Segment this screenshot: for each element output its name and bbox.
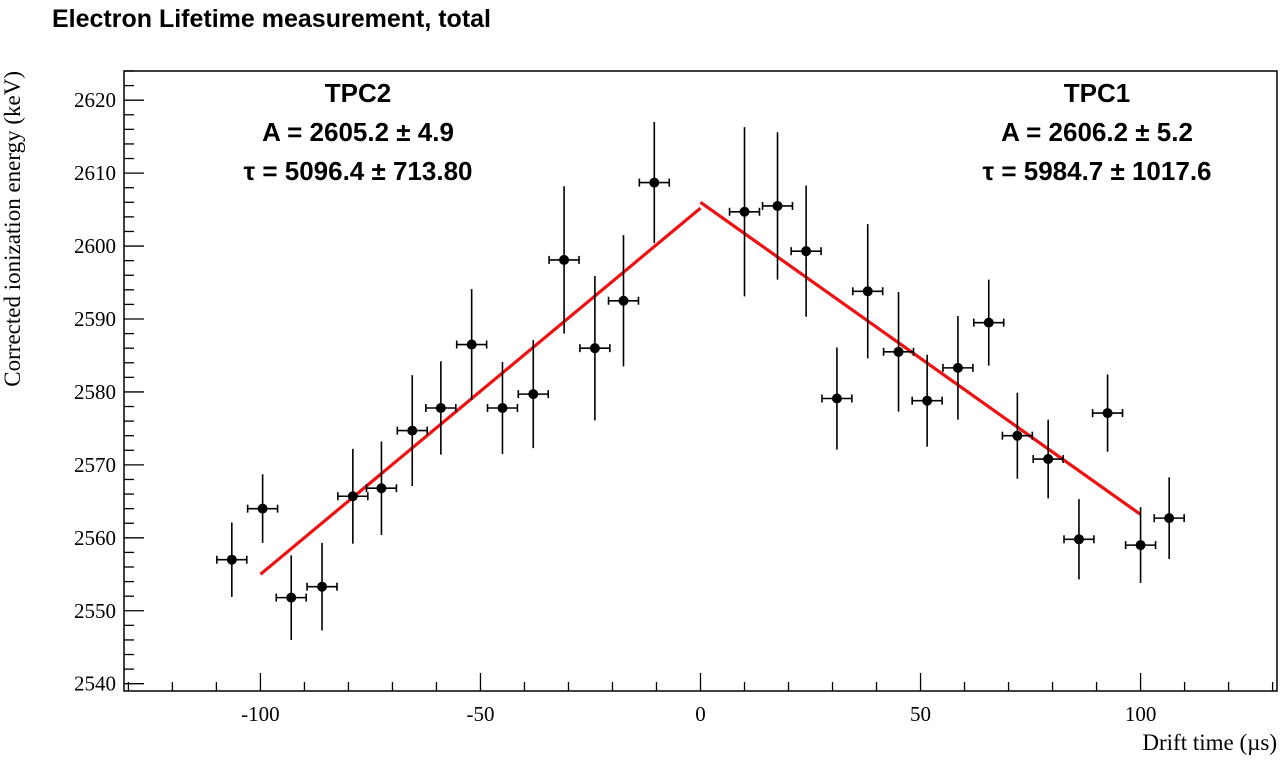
y-axis-ticks: 2540 2550 2560 2570 2580 2590 2600 2610 2620 (74, 70, 144, 696)
data-point (761, 132, 794, 280)
y-tick-label: 2590 (74, 307, 116, 331)
data-point (911, 354, 943, 447)
data-point (1063, 499, 1095, 580)
fit-lines (259, 200, 1142, 576)
data-point (246, 474, 279, 543)
fit-line-tpc2 (259, 206, 702, 576)
data-marker (893, 346, 904, 357)
data-marker (376, 483, 387, 494)
data-marker (1012, 430, 1023, 441)
data-point (942, 316, 974, 420)
data-marker (922, 395, 933, 406)
y-tick-label: 2560 (74, 526, 116, 550)
data-marker (528, 389, 539, 400)
data-point (365, 441, 398, 535)
annotation-tpc1-amplitude: A = 2606.2 ± 5.2 (1001, 117, 1193, 147)
data-marker (1073, 534, 1084, 545)
data-point (607, 235, 640, 367)
data-marker (286, 592, 297, 603)
data-point (337, 448, 369, 544)
data-point (790, 185, 822, 317)
data-point (396, 375, 429, 487)
data-marker (435, 402, 446, 413)
data-point (882, 292, 915, 412)
y-tick-label: 2570 (74, 453, 116, 477)
x-axis-label: Drift time (µs) (1142, 730, 1277, 755)
data-marker (1043, 454, 1054, 465)
data-marker (226, 554, 237, 565)
data-marker (497, 402, 508, 413)
data-point (821, 347, 853, 450)
data-marker (1102, 408, 1113, 419)
data-marker (466, 339, 477, 350)
annotation-tpc1-tau: τ = 5984.7 ± 1017.6 (983, 156, 1212, 186)
data-point (306, 542, 338, 631)
x-tick-label: 50 (910, 702, 931, 726)
annotation-tpc2-amplitude: A = 2605.2 ± 4.9 (262, 117, 454, 147)
data-marker (831, 393, 842, 404)
x-axis-ticks: -100 -50 0 50 100 (127, 673, 1274, 726)
x-tick-label: -100 (241, 702, 280, 726)
data-point (517, 340, 550, 449)
x-tick-label: -50 (466, 702, 494, 726)
x-tick-label: 100 (1125, 702, 1157, 726)
data-marker (589, 343, 600, 354)
data-point (728, 127, 761, 297)
y-tick-label: 2620 (74, 88, 116, 112)
data-marker (347, 491, 358, 502)
data-marker (649, 177, 660, 188)
data-point (972, 279, 1005, 366)
data-point (486, 362, 519, 454)
data-marker (952, 362, 963, 373)
data-marker (739, 206, 750, 217)
data-point (1153, 477, 1185, 559)
data-marker (559, 254, 570, 265)
data-marker (257, 503, 268, 514)
data-marker (407, 425, 418, 436)
data-point (1001, 392, 1034, 479)
y-tick-label: 2600 (74, 234, 116, 258)
data-marker (772, 200, 783, 211)
data-point (851, 224, 884, 359)
chart-title: Electron Lifetime measurement, total (52, 5, 491, 33)
data-marker (1135, 540, 1146, 551)
data-point (579, 275, 611, 421)
annotation-tpc2: TPC2 A = 2605.2 ± 4.9 τ = 5096.4 ± 713.8… (244, 78, 473, 186)
data-point (548, 186, 580, 334)
fit-line-tpc1 (699, 200, 1142, 516)
data-point (455, 289, 488, 400)
y-tick-label: 2580 (74, 380, 116, 404)
y-tick-label: 2540 (74, 672, 116, 696)
annotation-tpc2-label: TPC2 (325, 78, 391, 108)
annotation-tpc1: TPC1 A = 2606.2 ± 5.2 τ = 5984.7 ± 1017.… (983, 78, 1212, 186)
data-marker (862, 286, 873, 297)
data-point (275, 555, 307, 640)
data-marker (618, 295, 629, 306)
data-points (216, 122, 1185, 640)
y-tick-label: 2550 (74, 599, 116, 623)
data-point (1091, 374, 1124, 452)
data-point (216, 522, 248, 597)
data-point (425, 361, 457, 455)
data-marker (1164, 513, 1175, 524)
x-tick-label: 0 (695, 702, 706, 726)
data-marker (801, 246, 812, 257)
data-marker (983, 317, 994, 328)
annotation-tpc2-tau: τ = 5096.4 ± 713.80 (244, 156, 473, 186)
y-axis-label: Corrected ionization energy (keV) (0, 71, 25, 387)
data-point (638, 122, 671, 244)
data-point (1032, 419, 1064, 499)
y-tick-label: 2610 (74, 161, 116, 185)
annotation-tpc1-label: TPC1 (1064, 78, 1130, 108)
data-marker (317, 581, 328, 592)
data-point (1124, 507, 1157, 584)
